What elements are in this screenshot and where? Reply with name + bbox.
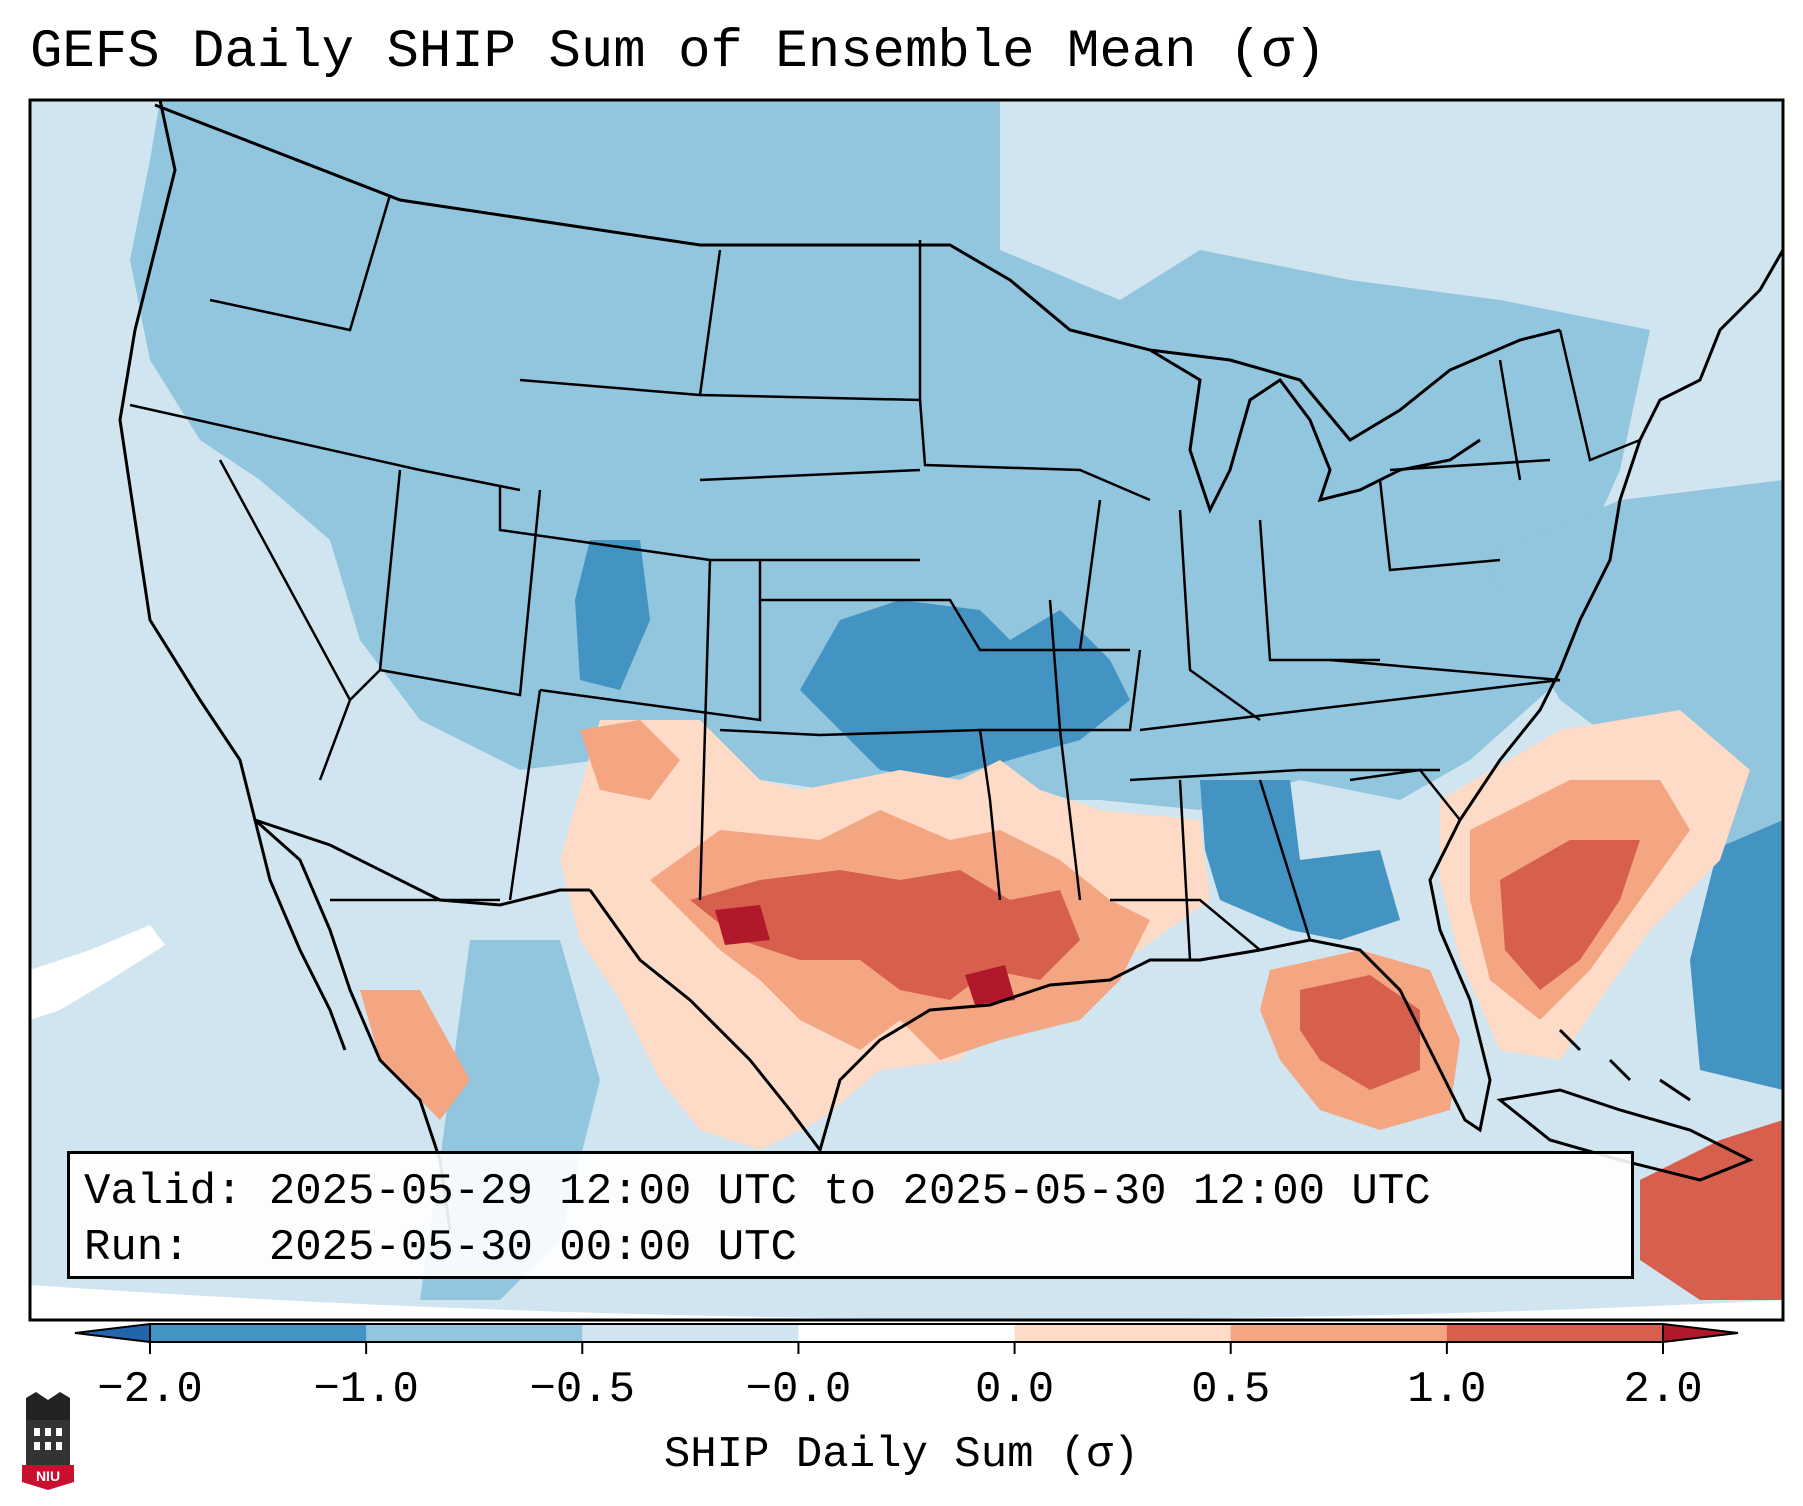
colorbar-tick-label: 2.0 [1623, 1365, 1703, 1415]
niu-logo: NIU [22, 1392, 74, 1490]
colorbar-tick-label: −0.0 [745, 1365, 852, 1415]
map-title: GEFS Daily SHIP Sum of Ensemble Mean (σ) [30, 22, 1327, 83]
colorbar-label: SHIP Daily Sum (σ) [663, 1430, 1140, 1480]
colorbar-bins [150, 1324, 1664, 1342]
colorbar-tick-label: 0.0 [974, 1365, 1055, 1415]
field-region-neg-strong-southeast [1200, 780, 1400, 940]
field-region-neg-strong-plains [800, 600, 1130, 780]
map-frame [28, 98, 1785, 1322]
svg-text:NIU: NIU [36, 1468, 60, 1484]
colorbar-bin [1446, 1324, 1664, 1342]
colorbar-bin [1230, 1324, 1448, 1342]
colorbar-bin [582, 1324, 799, 1342]
us-canada-border [154, 103, 1561, 442]
field-region-neg-strong-atlantic [1690, 820, 1783, 1090]
colorbar [74, 1322, 1739, 1354]
colorbar-tick-label: −0.5 [529, 1365, 636, 1415]
colorbar-tick-label: 1.0 [1407, 1365, 1487, 1415]
baja-peninsula [253, 819, 347, 1051]
colorbar-frame [149, 1323, 1664, 1343]
field-region-pos-extreme-texas [715, 905, 770, 945]
colorbar-tick-label: 0.5 [1191, 1365, 1271, 1415]
field-region-pos-strong-atlantic [1500, 840, 1640, 990]
field-region-pos-strong-texas [690, 870, 1080, 1000]
field-region-zero-pacific [30, 925, 165, 1020]
colorbar-bin [798, 1324, 1016, 1342]
great-lakes-outline [1149, 348, 1481, 514]
us-mexico-border [254, 818, 590, 907]
valid-value: 2025-05-29 12:00 UTC to 2025-05-30 12:00… [268, 1167, 1431, 1217]
field-region-pos-baja [360, 990, 470, 1120]
field-region-pos-caribbean [1640, 1120, 1783, 1300]
field-region-neg-strong-colorado [575, 540, 650, 690]
colorbar-bin [150, 1324, 367, 1342]
field-region-pos-southwest [580, 720, 680, 800]
coastline-outline [118, 99, 452, 1231]
colorbar-bin [366, 1324, 583, 1342]
field-layer [30, 100, 1783, 1320]
colorbar-tick-marks [149, 1342, 1664, 1354]
colorbar-under-triangle [74, 1322, 151, 1344]
valid-label: Valid: [84, 1167, 243, 1217]
run-label: Run: [84, 1223, 190, 1273]
gulf-coast-outline [588, 249, 1785, 1154]
colorbar-over-triangle [1662, 1322, 1739, 1344]
valid-run-info-box: Valid: 2025-05-29 12:00 UTC to 2025-05-3… [67, 1151, 1634, 1279]
state-borders [129, 194, 1641, 961]
run-value: 2025-05-30 00:00 UTC [268, 1223, 797, 1273]
field-region-pos-strong-florida [1300, 975, 1420, 1090]
field-region-pos-extreme-gulfcoast [965, 965, 1015, 1005]
bahamas-islands [1558, 1028, 1691, 1102]
colorbar-tick-label: −1.0 [313, 1365, 419, 1415]
cuba-outline [1496, 1088, 1754, 1182]
colorbar-tick-label: −2.0 [97, 1365, 203, 1415]
colorbar-bin [1014, 1324, 1232, 1342]
